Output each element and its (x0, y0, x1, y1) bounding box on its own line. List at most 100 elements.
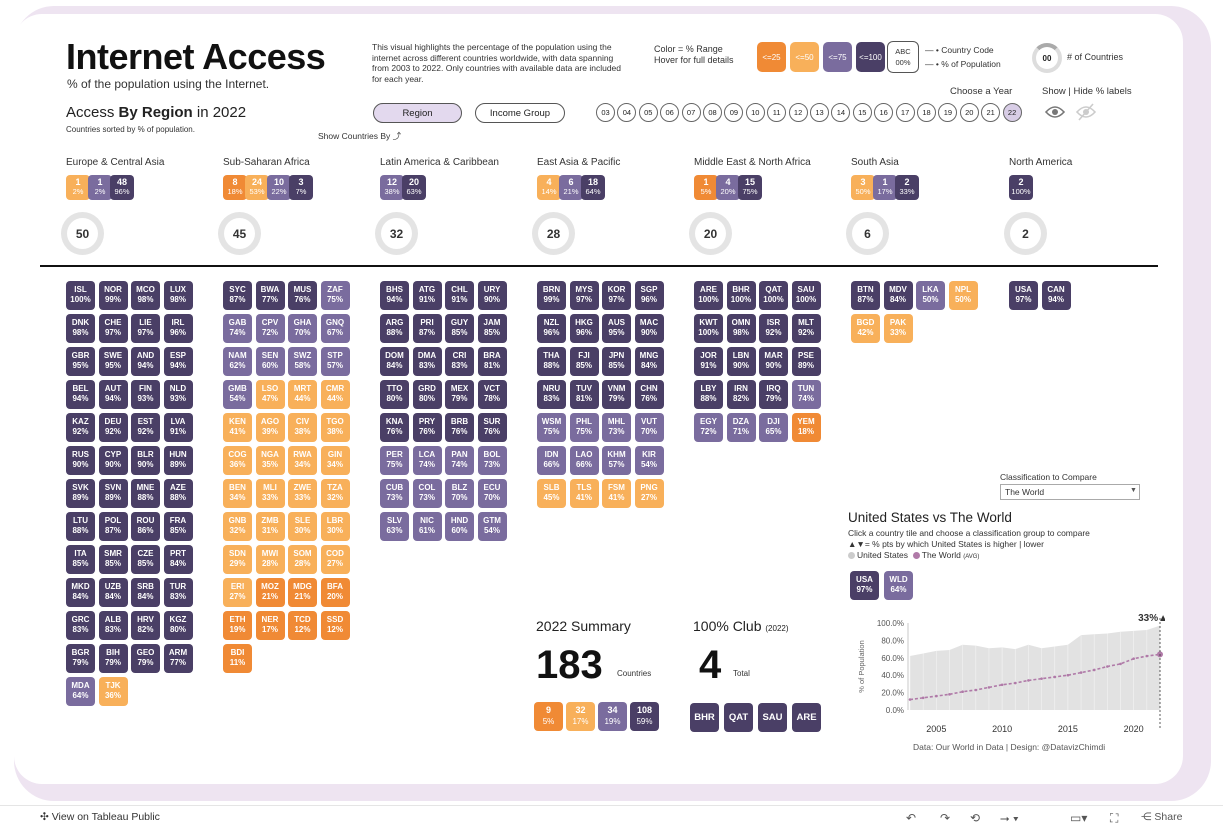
country-tile-aze[interactable]: AZE 88% (163, 479, 193, 508)
country-tile-grc[interactable]: GRC 83% (66, 611, 95, 640)
country-tile-nor[interactable]: NOR 99% (98, 281, 128, 310)
country-tile-lva[interactable]: LVA 91% (163, 413, 193, 442)
country-tile-egy[interactable]: EGY 72% (694, 413, 723, 442)
country-tile-aus[interactable]: AUS 95% (602, 314, 631, 343)
country-tile-cri[interactable]: CRI 83% (445, 347, 474, 376)
country-tile-hun[interactable]: HUN 89% (163, 446, 193, 475)
country-tile-mng[interactable]: MNG 84% (634, 347, 664, 376)
country-tile-tha[interactable]: THA 88% (537, 347, 566, 376)
year-09[interactable]: 09 (724, 103, 744, 122)
country-tile-est[interactable]: EST 92% (131, 413, 160, 442)
country-tile-arm[interactable]: ARM 77% (163, 644, 193, 673)
country-tile-dji[interactable]: DJI 65% (759, 413, 788, 442)
country-tile-can[interactable]: CAN 94% (1041, 281, 1071, 310)
year-07[interactable]: 07 (681, 103, 701, 122)
country-tile-tcd[interactable]: TCD 12% (288, 611, 317, 640)
country-tile-sau[interactable]: SAU 100% (791, 281, 821, 310)
country-tile-gnb[interactable]: GNB 32% (223, 512, 252, 541)
club-tile-sau[interactable]: SAU (758, 703, 787, 732)
country-tile-omn[interactable]: OMN 98% (726, 314, 756, 343)
year-12[interactable]: 12 (788, 103, 808, 122)
country-tile-rou[interactable]: ROU 86% (131, 512, 160, 541)
country-tile-cyp[interactable]: CYP 90% (98, 446, 128, 475)
country-tile-som[interactable]: SOM 28% (288, 545, 317, 574)
country-tile-syc[interactable]: SYC 87% (223, 281, 252, 310)
country-tile-lso[interactable]: LSO 47% (255, 380, 285, 409)
compare-tile-usa[interactable]: USA 97% (850, 571, 879, 600)
country-tile-vct[interactable]: VCT 78% (477, 380, 507, 409)
country-tile-rwa[interactable]: RWA 34% (288, 446, 317, 475)
country-tile-moz[interactable]: MOZ 21% (255, 578, 285, 607)
year-16[interactable]: 16 (874, 103, 894, 122)
country-tile-bol[interactable]: BOL 73% (477, 446, 507, 475)
country-tile-isl[interactable]: ISL 100% (66, 281, 95, 310)
country-tile-hnd[interactable]: HND 60% (445, 512, 474, 541)
country-tile-tur[interactable]: TUR 83% (163, 578, 193, 607)
country-tile-gab[interactable]: GAB 74% (223, 314, 252, 343)
country-tile-wsm[interactable]: WSM 75% (537, 413, 566, 442)
country-tile-sur[interactable]: SUR 76% (477, 413, 507, 442)
country-tile-kir[interactable]: KIR 54% (634, 446, 664, 475)
country-tile-gtm[interactable]: GTM 54% (477, 512, 507, 541)
year-06[interactable]: 06 (660, 103, 680, 122)
country-tile-swz[interactable]: SWZ 58% (288, 347, 317, 376)
country-tile-hkg[interactable]: HKG 96% (569, 314, 599, 343)
country-tile-ssd[interactable]: SSD 12% (320, 611, 350, 640)
country-tile-ita[interactable]: ITA 85% (66, 545, 95, 574)
country-tile-vnm[interactable]: VNM 79% (602, 380, 631, 409)
country-tile-bgr[interactable]: BGR 79% (66, 644, 95, 673)
country-tile-pry[interactable]: PRY 76% (412, 413, 442, 442)
country-tile-ecu[interactable]: ECU 70% (477, 479, 507, 508)
country-tile-sen[interactable]: SEN 60% (255, 347, 285, 376)
country-tile-chn[interactable]: CHN 76% (634, 380, 664, 409)
year-17[interactable]: 17 (895, 103, 915, 122)
country-tile-lbr[interactable]: LBR 30% (320, 512, 350, 541)
country-tile-mar[interactable]: MAR 90% (759, 347, 788, 376)
country-tile-mhl[interactable]: MHL 73% (602, 413, 631, 442)
country-tile-fra[interactable]: FRA 85% (163, 512, 193, 541)
country-tile-rus[interactable]: RUS 90% (66, 446, 95, 475)
country-tile-swe[interactable]: SWE 95% (98, 347, 128, 376)
year-14[interactable]: 14 (831, 103, 851, 122)
country-tile-nam[interactable]: NAM 62% (223, 347, 252, 376)
country-tile-idn[interactable]: IDN 66% (537, 446, 566, 475)
country-tile-arg[interactable]: ARG 88% (380, 314, 409, 343)
country-tile-mdg[interactable]: MDG 21% (288, 578, 317, 607)
country-tile-kwt[interactable]: KWT 100% (694, 314, 723, 343)
country-tile-png[interactable]: PNG 27% (634, 479, 664, 508)
country-tile-grd[interactable]: GRD 80% (412, 380, 442, 409)
year-04[interactable]: 04 (617, 103, 637, 122)
year-21[interactable]: 21 (981, 103, 1001, 122)
show-labels-eye-icon[interactable] (1045, 105, 1065, 119)
year-15[interactable]: 15 (852, 103, 872, 122)
country-tile-ago[interactable]: AGO 39% (255, 413, 285, 442)
country-tile-pak[interactable]: PAK 33% (883, 314, 913, 343)
refresh-icon[interactable]: ⭢ ▾ (1000, 811, 1019, 825)
country-tile-nzl[interactable]: NZL 96% (537, 314, 566, 343)
country-tile-mwi[interactable]: MWI 28% (255, 545, 285, 574)
country-tile-jor[interactable]: JOR 91% (694, 347, 723, 376)
country-tile-cod[interactable]: COD 27% (320, 545, 350, 574)
redo-icon[interactable]: ↷ (940, 811, 951, 825)
country-tile-sdn[interactable]: SDN 29% (223, 545, 252, 574)
country-tile-mlt[interactable]: MLT 92% (791, 314, 821, 343)
country-tile-cub[interactable]: CUB 73% (380, 479, 409, 508)
country-tile-chl[interactable]: CHL 91% (445, 281, 474, 310)
country-tile-prt[interactable]: PRT 84% (163, 545, 193, 574)
year-05[interactable]: 05 (638, 103, 658, 122)
country-tile-blr[interactable]: BLR 90% (131, 446, 160, 475)
country-tile-col[interactable]: COL 73% (412, 479, 442, 508)
country-tile-tjk[interactable]: TJK 36% (98, 677, 128, 706)
year-13[interactable]: 13 (810, 103, 829, 122)
country-tile-tza[interactable]: TZA 32% (320, 479, 350, 508)
country-tile-tgo[interactable]: TGO 38% (320, 413, 350, 442)
country-tile-bdi[interactable]: BDI 11% (223, 644, 252, 673)
country-tile-zwe[interactable]: ZWE 33% (288, 479, 317, 508)
country-tile-hrv[interactable]: HRV 82% (131, 611, 160, 640)
income-group-button[interactable]: Income Group (475, 103, 565, 123)
country-tile-atg[interactable]: ATG 91% (412, 281, 442, 310)
country-tile-svk[interactable]: SVK 89% (66, 479, 95, 508)
country-tile-kgz[interactable]: KGZ 80% (163, 611, 193, 640)
country-tile-srb[interactable]: SRB 84% (131, 578, 160, 607)
country-tile-tto[interactable]: TTO 80% (380, 380, 409, 409)
